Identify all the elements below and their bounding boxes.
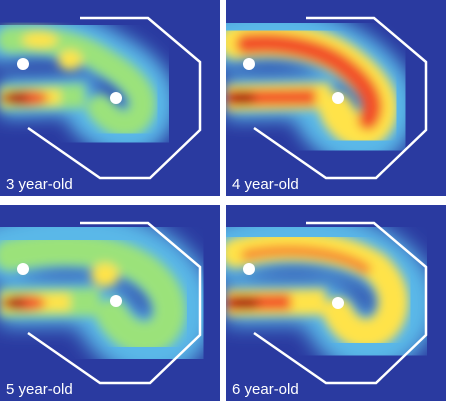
panel-label: 6 year-old	[232, 381, 299, 398]
reference-dot	[243, 58, 255, 70]
target-dot	[332, 297, 344, 309]
heatmap-5-year-old	[0, 205, 220, 401]
heatmap-3-year-old	[0, 0, 220, 196]
reference-dot	[17, 263, 29, 275]
heatmap-panel-6-year-old: 6 year-old	[226, 205, 446, 401]
target-dot	[332, 92, 344, 104]
track-outline	[253, 221, 428, 385]
track-outline	[253, 16, 428, 180]
panel-label: 5 year-old	[6, 381, 73, 398]
heatmap-4-year-old	[226, 0, 446, 196]
target-dot	[110, 92, 122, 104]
heatmap-6-year-old	[226, 205, 446, 401]
heatmap-panel-3-year-old: 3 year-old	[0, 0, 220, 196]
heatmap-panel-5-year-old: 5 year-old	[0, 205, 220, 401]
target-dot	[110, 295, 122, 307]
heatmap-panel-4-year-old: 4 year-old	[226, 0, 446, 196]
track-outline	[27, 16, 202, 180]
panel-label: 3 year-old	[6, 176, 73, 193]
panel-label: 4 year-old	[232, 176, 299, 193]
reference-dot	[17, 58, 29, 70]
track-outline	[27, 221, 202, 385]
reference-dot	[243, 263, 255, 275]
